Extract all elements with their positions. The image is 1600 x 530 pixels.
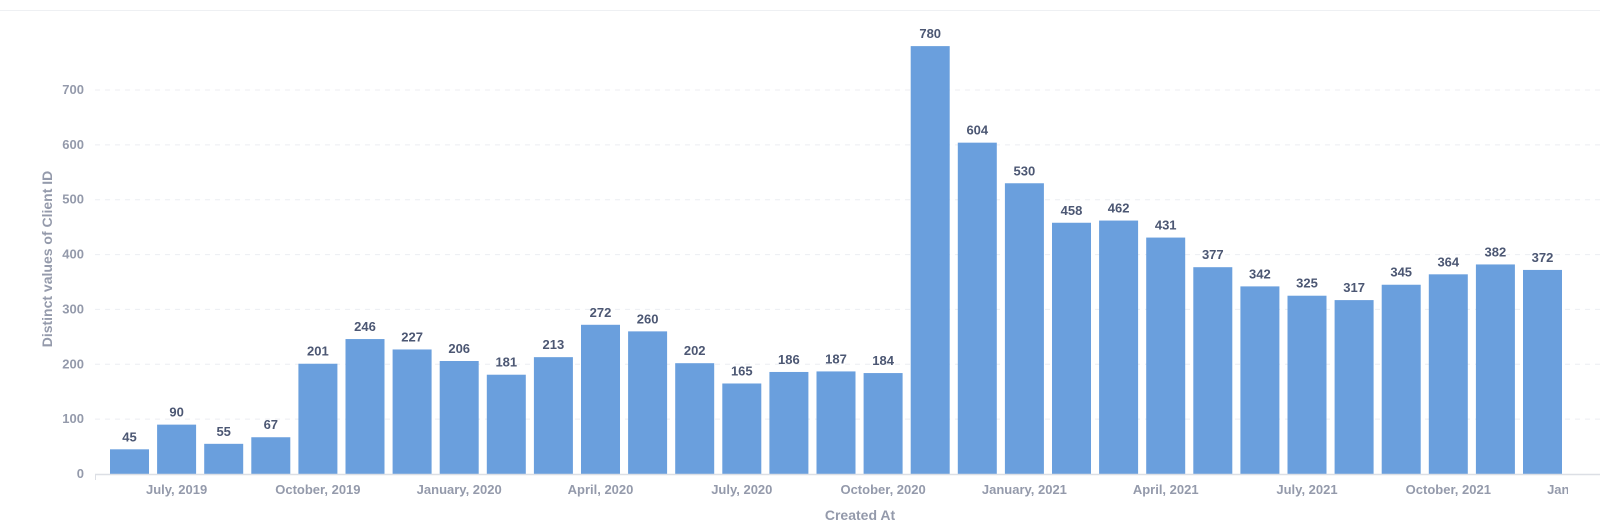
data-label: 201: [307, 344, 329, 359]
data-label: 272: [590, 305, 612, 320]
bar[interactable]: [1428, 274, 1468, 474]
top-divider: [0, 10, 1600, 11]
bar[interactable]: [392, 349, 432, 474]
bar[interactable]: [1193, 267, 1233, 474]
bar[interactable]: [251, 437, 291, 474]
bar[interactable]: [863, 373, 903, 474]
bar[interactable]: [1287, 295, 1327, 474]
y-tick-label: 0: [77, 466, 84, 481]
bar[interactable]: [722, 383, 762, 474]
y-tick-label: 400: [62, 247, 84, 262]
data-label: 181: [495, 355, 517, 370]
data-label: 186: [778, 352, 800, 367]
bar[interactable]: [204, 443, 244, 474]
x-tick-label: April, 2021: [1133, 482, 1199, 497]
data-label: 780: [919, 26, 941, 41]
data-label: 213: [543, 337, 565, 352]
data-label: 345: [1390, 265, 1412, 280]
data-label: 227: [401, 329, 423, 344]
data-label: 184: [872, 353, 894, 368]
bar[interactable]: [581, 324, 620, 474]
data-label: 342: [1249, 266, 1271, 281]
x-tick-label: July, 2021: [1276, 482, 1337, 497]
bar[interactable]: [1004, 183, 1044, 474]
x-tick-label: October, 2021: [1406, 482, 1491, 497]
data-label: 382: [1485, 244, 1507, 259]
bar[interactable]: [1099, 220, 1139, 474]
y-axis-title: Distinct values of Client ID: [39, 171, 55, 348]
x-tick-label: January, 2022: [1547, 482, 1600, 497]
bar[interactable]: [769, 371, 809, 474]
bar[interactable]: [1381, 284, 1421, 474]
data-label: 325: [1296, 276, 1318, 291]
data-label: 530: [1014, 163, 1036, 178]
y-tick-label: 700: [62, 82, 84, 97]
x-tick-label: July, 2020: [711, 482, 772, 497]
bar[interactable]: [345, 339, 385, 474]
y-tick-label: 300: [62, 301, 84, 316]
bar[interactable]: [957, 142, 997, 475]
x-axis-title: Created At: [825, 507, 896, 523]
bar[interactable]: [1240, 286, 1280, 474]
bar[interactable]: [486, 374, 526, 474]
bar[interactable]: [110, 449, 149, 474]
x-tick-label: October, 2019: [275, 482, 360, 497]
data-label: 377: [1202, 247, 1224, 262]
data-label: 431: [1155, 218, 1177, 233]
data-label: 90: [169, 405, 183, 420]
data-label: 67: [264, 417, 278, 432]
bar[interactable]: [1523, 269, 1562, 474]
data-label: 206: [448, 341, 470, 356]
bar[interactable]: [910, 46, 950, 474]
data-label: 246: [354, 319, 376, 334]
data-label: 462: [1108, 201, 1130, 216]
data-label: 260: [637, 311, 659, 326]
x-tick-label: April, 2020: [568, 482, 634, 497]
y-tick-label: 100: [62, 411, 84, 426]
data-label: 317: [1343, 280, 1365, 295]
data-label: 458: [1061, 203, 1083, 218]
x-tick-label: July, 2019: [146, 482, 207, 497]
x-tick-label: January, 2020: [417, 482, 502, 497]
data-label: 202: [684, 343, 706, 358]
data-label: 364: [1437, 254, 1459, 269]
bar[interactable]: [1052, 222, 1091, 474]
data-label: 55: [216, 424, 230, 439]
bar[interactable]: [1475, 264, 1515, 474]
bar[interactable]: [1334, 300, 1374, 474]
y-tick-label: 200: [62, 356, 84, 371]
x-tick-label: October, 2020: [840, 482, 925, 497]
bar[interactable]: [628, 331, 668, 474]
bar[interactable]: [157, 424, 197, 474]
y-tick-label: 600: [62, 137, 84, 152]
bar[interactable]: [533, 357, 573, 474]
bar[interactable]: [816, 371, 856, 474]
y-tick-label: 500: [62, 192, 84, 207]
bar[interactable]: [675, 363, 715, 474]
data-label: 372: [1532, 250, 1554, 265]
data-label: 45: [122, 429, 136, 444]
bar[interactable]: [439, 360, 479, 474]
x-tick-label: January, 2021: [982, 482, 1067, 497]
bar[interactable]: [1146, 237, 1186, 474]
data-label: 165: [731, 363, 753, 378]
bar[interactable]: [298, 363, 338, 474]
data-label: 187: [825, 351, 847, 366]
data-label: 604: [966, 123, 988, 138]
